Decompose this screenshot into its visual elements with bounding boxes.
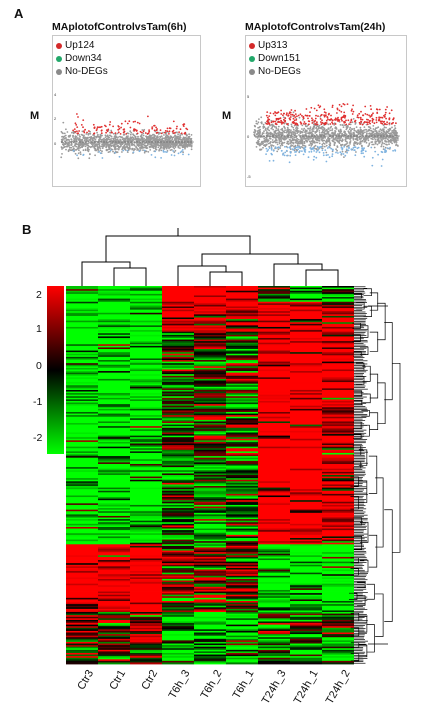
no-deg-point	[109, 150, 111, 153]
no-deg-point	[162, 131, 164, 134]
no-deg-point	[173, 151, 176, 154]
no-deg-point	[75, 148, 78, 151]
ma-plot-6h-title: MAplotofControlvsTam(6h)	[52, 21, 187, 33]
no-deg-point	[143, 128, 146, 131]
no-deg-point	[149, 149, 152, 151]
no-deg-point	[61, 143, 64, 146]
no-deg-point	[88, 148, 90, 151]
no-deg-point	[179, 147, 181, 149]
panel-a-letter: A	[14, 6, 24, 21]
no-deg-point	[62, 132, 64, 135]
no-deg-point	[179, 133, 181, 135]
no-deg-point	[116, 132, 119, 135]
no-deg-point	[61, 153, 63, 155]
no-deg-point	[79, 151, 82, 154]
no-deg-point	[142, 132, 145, 135]
no-deg-point	[154, 144, 157, 146]
no-deg-point	[188, 133, 191, 136]
no-deg-point	[112, 132, 115, 135]
no-deg-point	[68, 139, 70, 141]
no-deg-point	[174, 149, 177, 152]
no-deg-point	[88, 136, 91, 139]
no-deg-point	[190, 134, 193, 136]
no-deg-point	[108, 143, 111, 146]
no-deg-point	[78, 149, 80, 152]
no-deg-point	[121, 151, 123, 153]
no-deg-point	[79, 136, 81, 138]
no-deg-point	[63, 132, 66, 135]
no-deg-point	[114, 148, 117, 151]
no-deg-point	[119, 138, 121, 141]
no-deg-point	[171, 138, 174, 141]
no-deg-point	[75, 145, 78, 148]
ma-plot-6h-canvas	[60, 113, 194, 160]
no-deg-point	[82, 145, 85, 147]
no-deg-point	[142, 134, 145, 137]
no-deg-point	[182, 151, 185, 154]
no-deg-point	[78, 134, 81, 136]
no-deg-point	[117, 136, 119, 138]
no-deg-point	[141, 129, 144, 131]
no-deg-point	[137, 135, 139, 138]
no-deg-point	[88, 157, 91, 160]
no-deg-point	[89, 153, 91, 156]
no-deg-point	[65, 137, 67, 140]
no-deg-point	[184, 147, 186, 150]
no-deg-point	[74, 152, 77, 155]
no-deg-point	[60, 130, 63, 133]
no-deg-point	[94, 154, 96, 157]
no-deg-point	[60, 156, 63, 159]
no-deg-point	[131, 147, 134, 150]
ma-plot-6h-ylabel: M	[30, 110, 40, 122]
no-deg-point	[163, 134, 165, 136]
no-deg-point	[129, 130, 132, 133]
no-deg-point	[77, 157, 80, 160]
no-deg-point	[104, 134, 107, 137]
ma-plot-6h: Up124 Down34 No-DEGs 4 2 0	[52, 35, 201, 187]
no-deg-point	[99, 149, 102, 152]
no-deg-point	[114, 133, 117, 136]
no-deg-point	[158, 149, 160, 152]
no-deg-point	[79, 153, 82, 156]
no-deg-point	[76, 134, 79, 136]
no-deg-point	[160, 149, 163, 152]
no-deg-point	[139, 146, 141, 149]
no-deg-point	[100, 145, 103, 148]
heatmap-cells	[66, 286, 354, 665]
no-deg-point	[82, 149, 85, 152]
no-deg-point	[110, 129, 113, 132]
no-deg-point	[62, 121, 65, 124]
no-deg-point	[145, 135, 148, 138]
no-deg-point	[74, 144, 77, 146]
no-deg-point	[177, 133, 179, 136]
no-deg-point	[112, 150, 114, 153]
no-deg-point	[130, 136, 132, 139]
no-deg-point	[102, 145, 105, 148]
point-cloud	[60, 113, 193, 160]
no-deg-point	[65, 148, 67, 151]
no-deg-point	[116, 145, 118, 147]
no-deg-point	[101, 147, 104, 149]
no-deg-point	[190, 137, 193, 140]
no-deg-point	[72, 131, 75, 134]
no-deg-point	[111, 142, 114, 145]
no-deg-point	[116, 148, 118, 150]
no-deg-point	[107, 151, 110, 153]
no-deg-point	[160, 135, 163, 138]
no-deg-point	[141, 133, 143, 136]
no-deg-point	[67, 142, 70, 144]
no-deg-point	[66, 142, 68, 145]
